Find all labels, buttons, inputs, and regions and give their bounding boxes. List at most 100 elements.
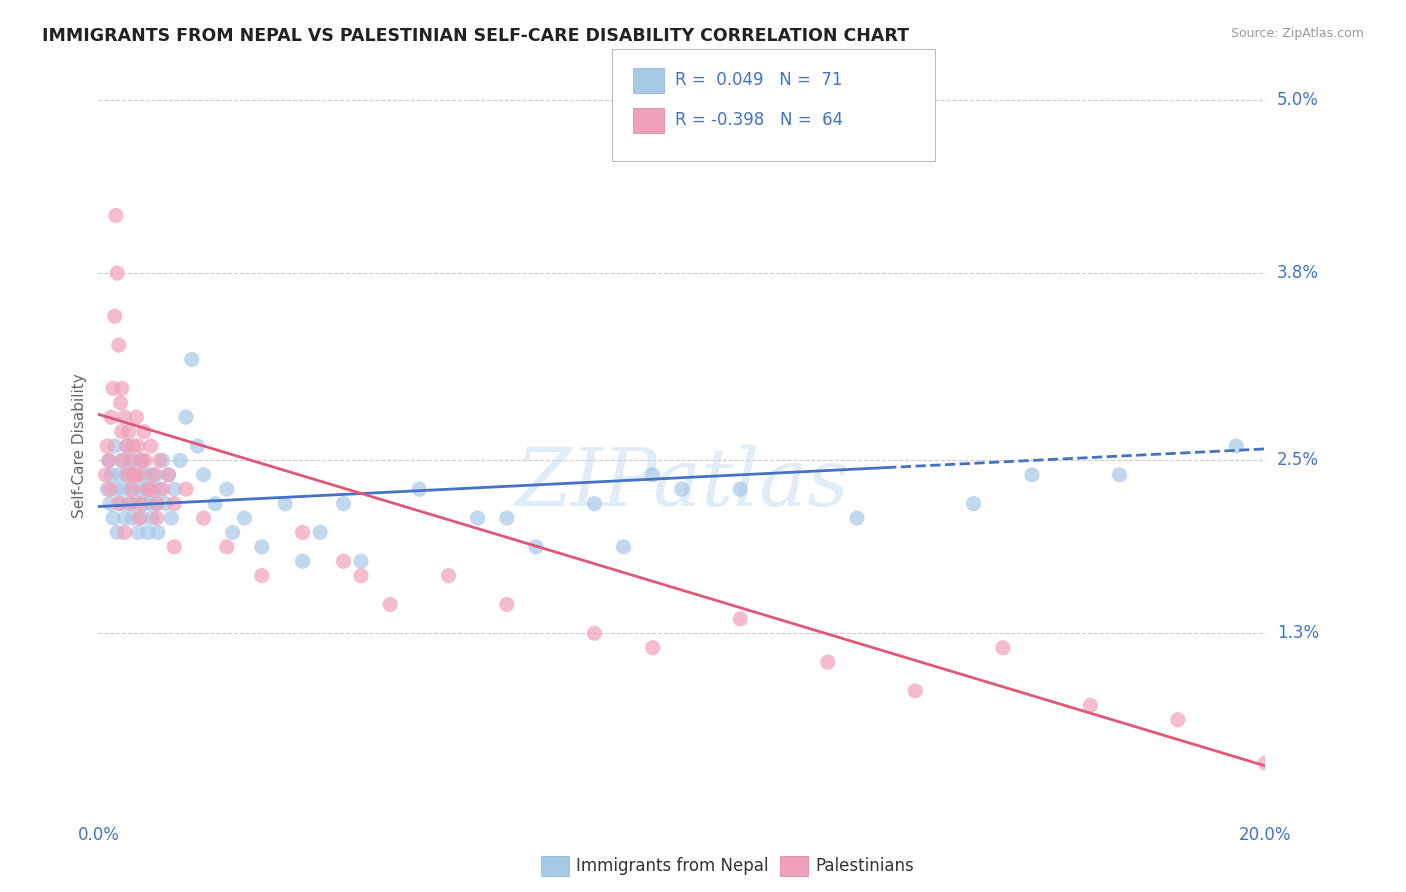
Point — [118, 425, 141, 439]
Point — [496, 598, 519, 612]
Point — [846, 511, 869, 525]
Point — [108, 497, 131, 511]
Point — [125, 497, 148, 511]
Point — [583, 497, 606, 511]
Point — [380, 598, 402, 612]
Y-axis label: Self-Care Disability: Self-Care Disability — [72, 374, 87, 518]
Point — [1254, 756, 1277, 770]
Point — [1167, 713, 1189, 727]
Point — [146, 497, 169, 511]
Point — [121, 482, 143, 496]
Point — [124, 467, 146, 482]
Point — [139, 497, 162, 511]
Point — [97, 453, 120, 467]
Point — [613, 540, 636, 554]
Text: R =  0.049   N =  71: R = 0.049 N = 71 — [675, 71, 842, 89]
Point — [111, 381, 134, 395]
Point — [136, 482, 159, 496]
Point — [157, 467, 180, 482]
Point — [250, 540, 273, 554]
Point — [309, 525, 332, 540]
Point — [128, 511, 150, 525]
Point — [139, 467, 162, 482]
Point — [114, 511, 136, 525]
Text: Source: ZipAtlas.com: Source: ZipAtlas.com — [1230, 27, 1364, 40]
Point — [145, 467, 167, 482]
Text: 3.8%: 3.8% — [1277, 264, 1319, 282]
Point — [142, 482, 165, 496]
Point — [730, 482, 752, 496]
Point — [350, 568, 373, 582]
Point — [160, 511, 183, 525]
Point — [120, 482, 142, 496]
Point — [139, 482, 162, 496]
Point — [641, 640, 664, 655]
Point — [134, 497, 156, 511]
Point — [204, 497, 226, 511]
Text: ZIPatlas: ZIPatlas — [515, 445, 849, 522]
Point — [149, 453, 172, 467]
Point — [122, 467, 145, 482]
Point — [114, 525, 136, 540]
Point — [96, 482, 118, 496]
Point — [174, 410, 197, 425]
Point — [215, 540, 238, 554]
Point — [104, 482, 127, 496]
Point — [105, 266, 128, 280]
Text: Immigrants from Nepal: Immigrants from Nepal — [576, 857, 769, 875]
Point — [136, 525, 159, 540]
Point — [104, 310, 127, 324]
Point — [96, 439, 118, 453]
Point — [991, 640, 1014, 655]
Point — [128, 482, 150, 496]
Point — [163, 540, 186, 554]
Point — [221, 525, 243, 540]
Point — [121, 511, 143, 525]
Point — [291, 554, 314, 568]
Point — [332, 497, 354, 511]
Point — [129, 453, 152, 467]
Point — [215, 482, 238, 496]
Point — [111, 425, 134, 439]
Text: 5.0%: 5.0% — [1277, 91, 1319, 109]
Point — [163, 482, 186, 496]
Point — [120, 497, 142, 511]
Point — [187, 439, 209, 453]
Point — [125, 410, 148, 425]
Point — [730, 612, 752, 626]
Point — [142, 467, 165, 482]
Point — [104, 209, 127, 223]
Point — [110, 396, 132, 410]
Point — [291, 525, 314, 540]
Point — [1225, 439, 1247, 453]
Point — [146, 525, 169, 540]
Point — [524, 540, 547, 554]
Point — [101, 511, 124, 525]
Point — [141, 511, 163, 525]
Point — [146, 497, 169, 511]
Point — [131, 453, 153, 467]
Point — [193, 511, 215, 525]
Point — [233, 511, 256, 525]
Point — [163, 497, 186, 511]
Point — [583, 626, 606, 640]
Point — [169, 453, 191, 467]
Point — [110, 497, 132, 511]
Point — [641, 467, 664, 482]
Point — [134, 453, 156, 467]
Point — [1021, 467, 1043, 482]
Point — [157, 467, 180, 482]
Point — [105, 525, 128, 540]
Point — [332, 554, 354, 568]
Text: IMMIGRANTS FROM NEPAL VS PALESTINIAN SELF-CARE DISABILITY CORRELATION CHART: IMMIGRANTS FROM NEPAL VS PALESTINIAN SEL… — [42, 27, 910, 45]
Point — [117, 467, 139, 482]
Text: 2.5%: 2.5% — [1277, 451, 1319, 469]
Point — [100, 410, 122, 425]
Point — [127, 525, 149, 540]
Point — [152, 453, 174, 467]
Point — [104, 439, 127, 453]
Point — [114, 410, 136, 425]
Point — [437, 568, 460, 582]
Text: 1.3%: 1.3% — [1277, 624, 1319, 642]
Text: R = -0.398   N =  64: R = -0.398 N = 64 — [675, 112, 844, 129]
